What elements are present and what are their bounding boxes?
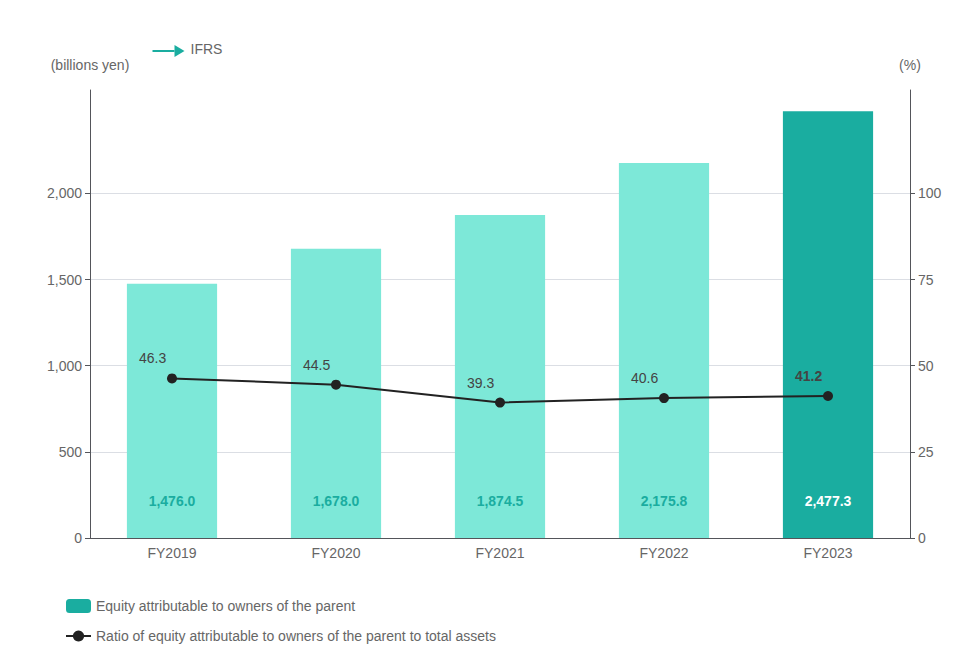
- svg-text:44.5: 44.5: [303, 357, 330, 373]
- svg-text:2,175.8: 2,175.8: [641, 493, 688, 509]
- svg-text:1,678.0: 1,678.0: [313, 493, 360, 509]
- svg-text:41.2: 41.2: [795, 368, 822, 384]
- svg-text:Ratio of equity attributable t: Ratio of equity attributable to owners o…: [96, 628, 496, 644]
- svg-text:500: 500: [59, 444, 83, 460]
- svg-text:25: 25: [918, 444, 934, 460]
- svg-text:FY2020: FY2020: [311, 545, 360, 561]
- svg-text:1,476.0: 1,476.0: [149, 493, 196, 509]
- svg-text:100: 100: [918, 185, 942, 201]
- svg-text:FY2022: FY2022: [639, 545, 688, 561]
- svg-text:FY2019: FY2019: [147, 545, 196, 561]
- svg-text:FY2023: FY2023: [803, 545, 852, 561]
- svg-text:0: 0: [918, 530, 926, 546]
- svg-text:46.3: 46.3: [139, 350, 166, 366]
- svg-text:FY2021: FY2021: [475, 545, 524, 561]
- svg-text:40.6: 40.6: [631, 370, 658, 386]
- svg-text:(billions yen): (billions yen): [51, 57, 130, 73]
- svg-text:1,500: 1,500: [47, 272, 82, 288]
- svg-text:0: 0: [74, 530, 82, 546]
- svg-text:Equity attributable to owners: Equity attributable to owners of the par…: [96, 598, 355, 614]
- svg-text:(%): (%): [899, 57, 921, 73]
- svg-text:50: 50: [918, 358, 934, 374]
- svg-text:75: 75: [918, 272, 934, 288]
- svg-text:2,477.3: 2,477.3: [805, 493, 852, 509]
- svg-text:IFRS: IFRS: [191, 41, 223, 57]
- svg-text:1,000: 1,000: [47, 358, 82, 374]
- svg-text:2,000: 2,000: [47, 185, 82, 201]
- svg-text:39.3: 39.3: [467, 375, 494, 391]
- svg-text:1,874.5: 1,874.5: [477, 493, 524, 509]
